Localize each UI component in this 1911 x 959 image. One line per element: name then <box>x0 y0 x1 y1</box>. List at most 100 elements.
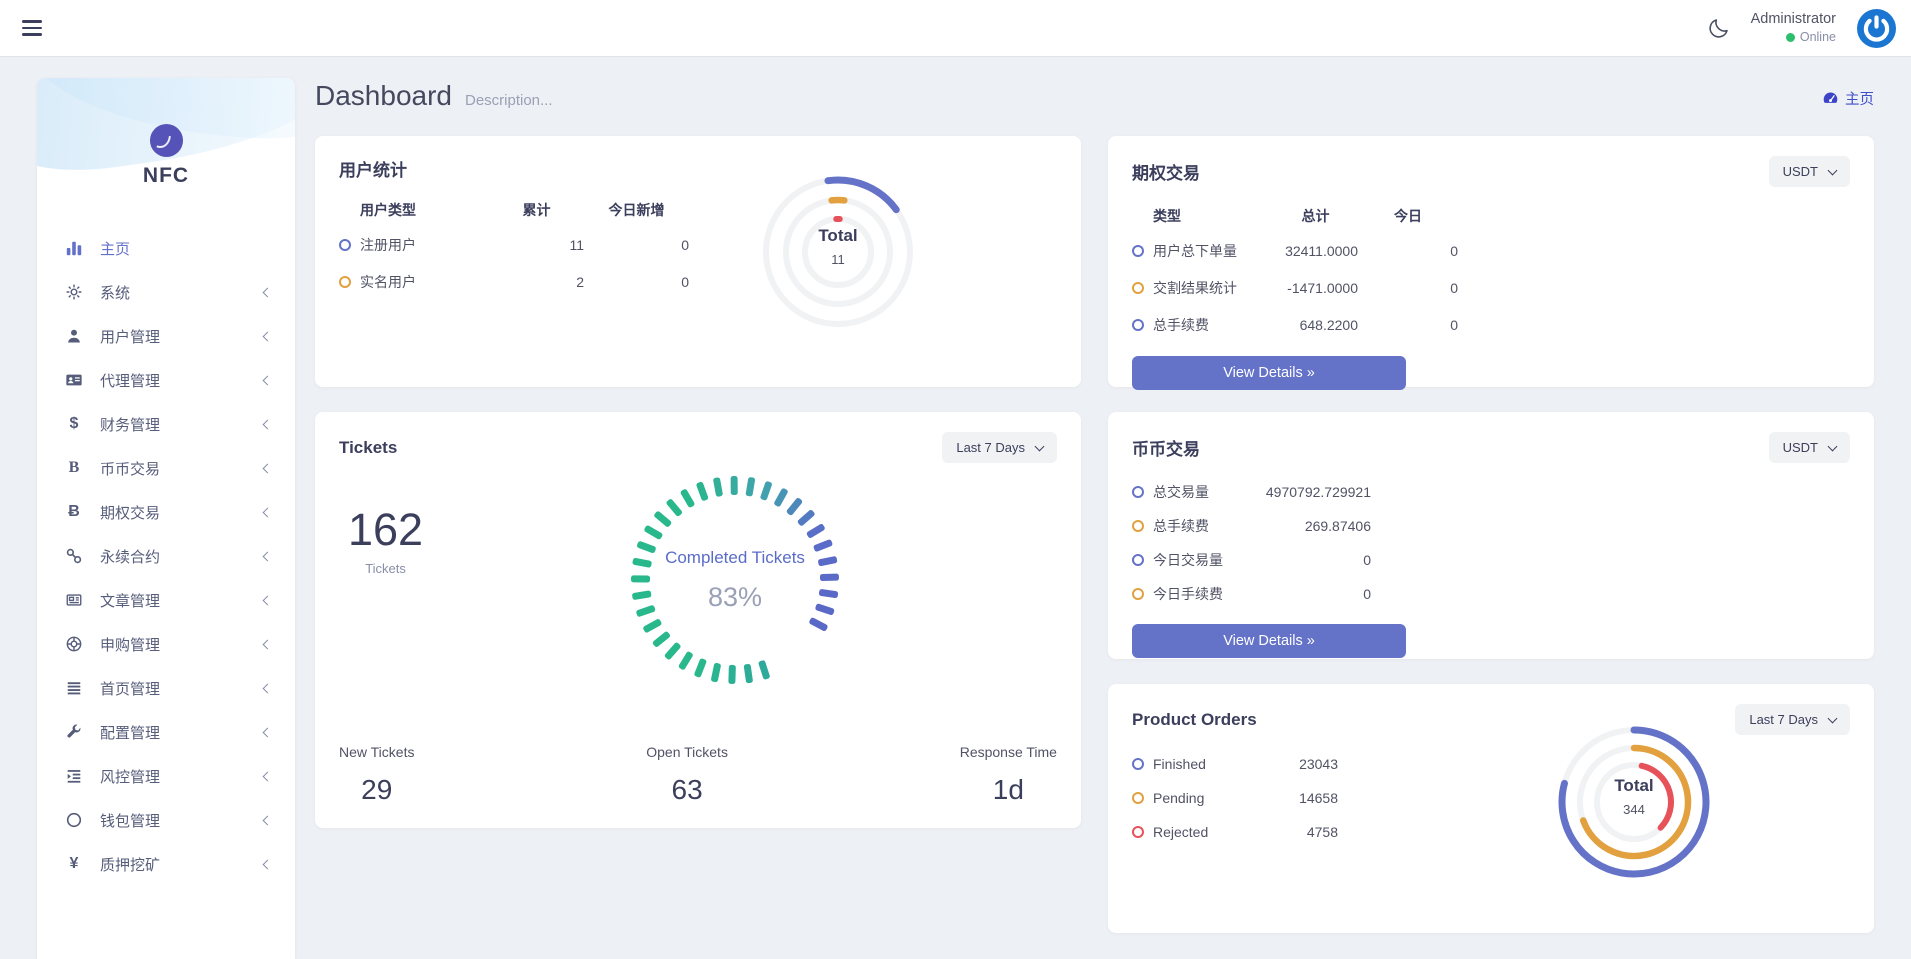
stat-label: Response Time <box>959 744 1057 760</box>
sidebar-item-finance[interactable]: $ 财务管理 <box>37 402 295 446</box>
options-trading-table: 类型 总计 今日 用户总下单量 32411.0000 0 交割结果统计 -1471.00… <box>1132 199 1850 343</box>
card-tickets: Tickets Last 7 Days 162 Tickets Compl <box>315 412 1081 828</box>
chevron-left-icon <box>262 683 273 693</box>
sidebar-item-home[interactable]: 主页 <box>37 226 295 270</box>
sidebar-item-label: 期权交易 <box>100 504 161 522</box>
user-stats-title: 用户统计 <box>339 161 407 180</box>
row-label: Rejected <box>1153 824 1209 840</box>
row-label: 总手续费 <box>1153 518 1209 534</box>
indent-icon <box>63 767 85 785</box>
legend-ring-icon <box>1132 554 1144 566</box>
main-content: Dashboard Description... 主页 用户统计 用户类型 <box>315 78 1874 959</box>
spot-currency-select[interactable]: USDT <box>1768 432 1850 463</box>
spot-currency-value: USDT <box>1782 440 1818 455</box>
page-title: Dashboard <box>315 80 452 111</box>
product-orders-title: Product Orders <box>1132 709 1257 729</box>
sidebar-item-spot-trade[interactable]: B 币币交易 <box>37 446 295 490</box>
table-row: 总手续费 648.2200 0 <box>1132 306 1850 343</box>
sidebar-item-wallet[interactable]: 钱包管理 <box>37 798 295 842</box>
list-item: 今日手续费 0 <box>1132 577 1850 611</box>
table-row: 用户总下单量 32411.0000 0 <box>1132 232 1850 269</box>
sidebar-item-staking[interactable]: ¥ 质押挖矿 <box>37 842 295 886</box>
row-value: 32411.0000 <box>1285 242 1358 259</box>
list-item: Pending 14658 <box>1132 781 1850 815</box>
user-meta: Administrator Online <box>1751 10 1836 46</box>
sidebar-item-config[interactable]: 配置管理 <box>37 710 295 754</box>
ticket-stat-response-time: Response Time 1d <box>960 744 1057 806</box>
tachometer-icon <box>1823 92 1838 103</box>
chevron-left-icon <box>262 595 273 605</box>
options-currency-select[interactable]: USDT <box>1768 156 1850 187</box>
chevron-left-icon <box>262 727 273 737</box>
breadcrumb-home[interactable]: 主页 <box>1822 88 1874 109</box>
chevron-left-icon <box>262 331 273 341</box>
chevron-left-icon <box>262 639 273 649</box>
breadcrumb-label: 主页 <box>1845 92 1874 108</box>
tickets-total-label: Tickets <box>365 560 406 576</box>
user-avatar[interactable] <box>1856 8 1897 49</box>
page-subtitle: Description... <box>464 92 553 109</box>
sidebar-item-subscription[interactable]: 申购管理 <box>37 622 295 666</box>
sidebar-item-system[interactable]: 系统 <box>37 270 295 314</box>
sidebar-item-homepage[interactable]: 首页管理 <box>37 666 295 710</box>
user-stats-table-header: 用户类型 累计 今日新增 <box>360 201 665 218</box>
row-value: 4970792.729921 <box>1265 484 1371 500</box>
life-ring-icon <box>63 635 85 653</box>
legend-ring-icon <box>1132 588 1144 600</box>
dollar-icon: $ <box>69 415 79 432</box>
row-value: 14658 <box>1299 790 1338 806</box>
orders-range-value: Last 7 Days <box>1749 712 1818 727</box>
sidebar-menu: 主页 系统 用户管理 代理管理 $ 财务管理 B 币币交易 Ƀ 期权交易永续合约 文章管理申购管理首… <box>37 226 295 886</box>
sidebar-item-label: 币币交易 <box>100 460 161 478</box>
list-item: 总交易量 4970792.729921 <box>1132 475 1850 509</box>
table-row: 交割结果统计 -1471.0000 0 <box>1132 269 1850 306</box>
coin-b-icon: B <box>68 459 80 476</box>
chevron-left-icon <box>262 419 273 429</box>
table-row: 实名用户 2 0 <box>339 263 1057 300</box>
row-value: 0 <box>1450 279 1458 296</box>
sidebar-item-perpetual[interactable]: 永续合约 <box>37 534 295 578</box>
row-label: 实名用户 <box>360 273 416 290</box>
orders-range-select[interactable]: Last 7 Days <box>1735 704 1850 735</box>
stat-value: 1d <box>992 774 1024 805</box>
link-icon <box>63 547 85 565</box>
stat-value: 63 <box>671 774 703 805</box>
tickets-range-value: Last 7 Days <box>956 440 1025 455</box>
list-icon <box>63 679 85 697</box>
yen-icon: ¥ <box>69 855 79 872</box>
user-status-label: Online <box>1799 30 1836 45</box>
user-icon <box>63 327 85 345</box>
legend-ring-icon <box>1132 318 1144 331</box>
row-value: 23043 <box>1299 756 1338 772</box>
nfc-logo-icon <box>149 123 184 158</box>
spot-trading-rows: 总交易量 4970792.729921 总手续费 269.87406 今日交易量 0 今日手… <box>1132 475 1850 611</box>
legend-ring-icon <box>339 238 351 251</box>
sidebar-item-articles[interactable]: 文章管理 <box>37 578 295 622</box>
user-status: Online <box>1751 29 1836 46</box>
sidebar-item-agents[interactable]: 代理管理 <box>37 358 295 402</box>
sidebar-item-risk[interactable]: 风控管理 <box>37 754 295 798</box>
options-table-header: 类型 总计 今日 <box>1153 207 1422 224</box>
ticket-stat-new-tickets: New Tickets 29 <box>339 744 414 806</box>
bitcoin-icon: Ƀ <box>68 503 80 520</box>
wrench-icon <box>63 723 85 741</box>
dark-mode-toggle-icon[interactable] <box>1707 16 1731 40</box>
bar-chart-icon <box>63 239 85 257</box>
page-head: Dashboard Description... 主页 <box>315 80 1874 136</box>
chevron-down-icon <box>1827 165 1838 175</box>
spot-view-details-button[interactable]: View Details » <box>1132 624 1406 658</box>
legend-ring-icon <box>1132 281 1144 294</box>
sidebar-item-label: 申购管理 <box>100 636 161 654</box>
options-view-details-button[interactable]: View Details » <box>1132 356 1406 390</box>
tickets-range-select[interactable]: Last 7 Days <box>942 432 1057 463</box>
legend-ring-icon <box>339 275 351 288</box>
menu-toggle-button[interactable] <box>22 16 44 39</box>
row-label: 总手续费 <box>1153 316 1209 333</box>
chevron-left-icon <box>262 507 273 517</box>
stat-label: Open Tickets <box>646 744 728 760</box>
sidebar-item-users[interactable]: 用户管理 <box>37 314 295 358</box>
sidebar-item-options-trade[interactable]: Ƀ 期权交易 <box>37 490 295 534</box>
row-value: 0 <box>1363 586 1371 602</box>
row-value: 2 <box>576 273 584 290</box>
row-value: 648.2200 <box>1299 316 1358 333</box>
